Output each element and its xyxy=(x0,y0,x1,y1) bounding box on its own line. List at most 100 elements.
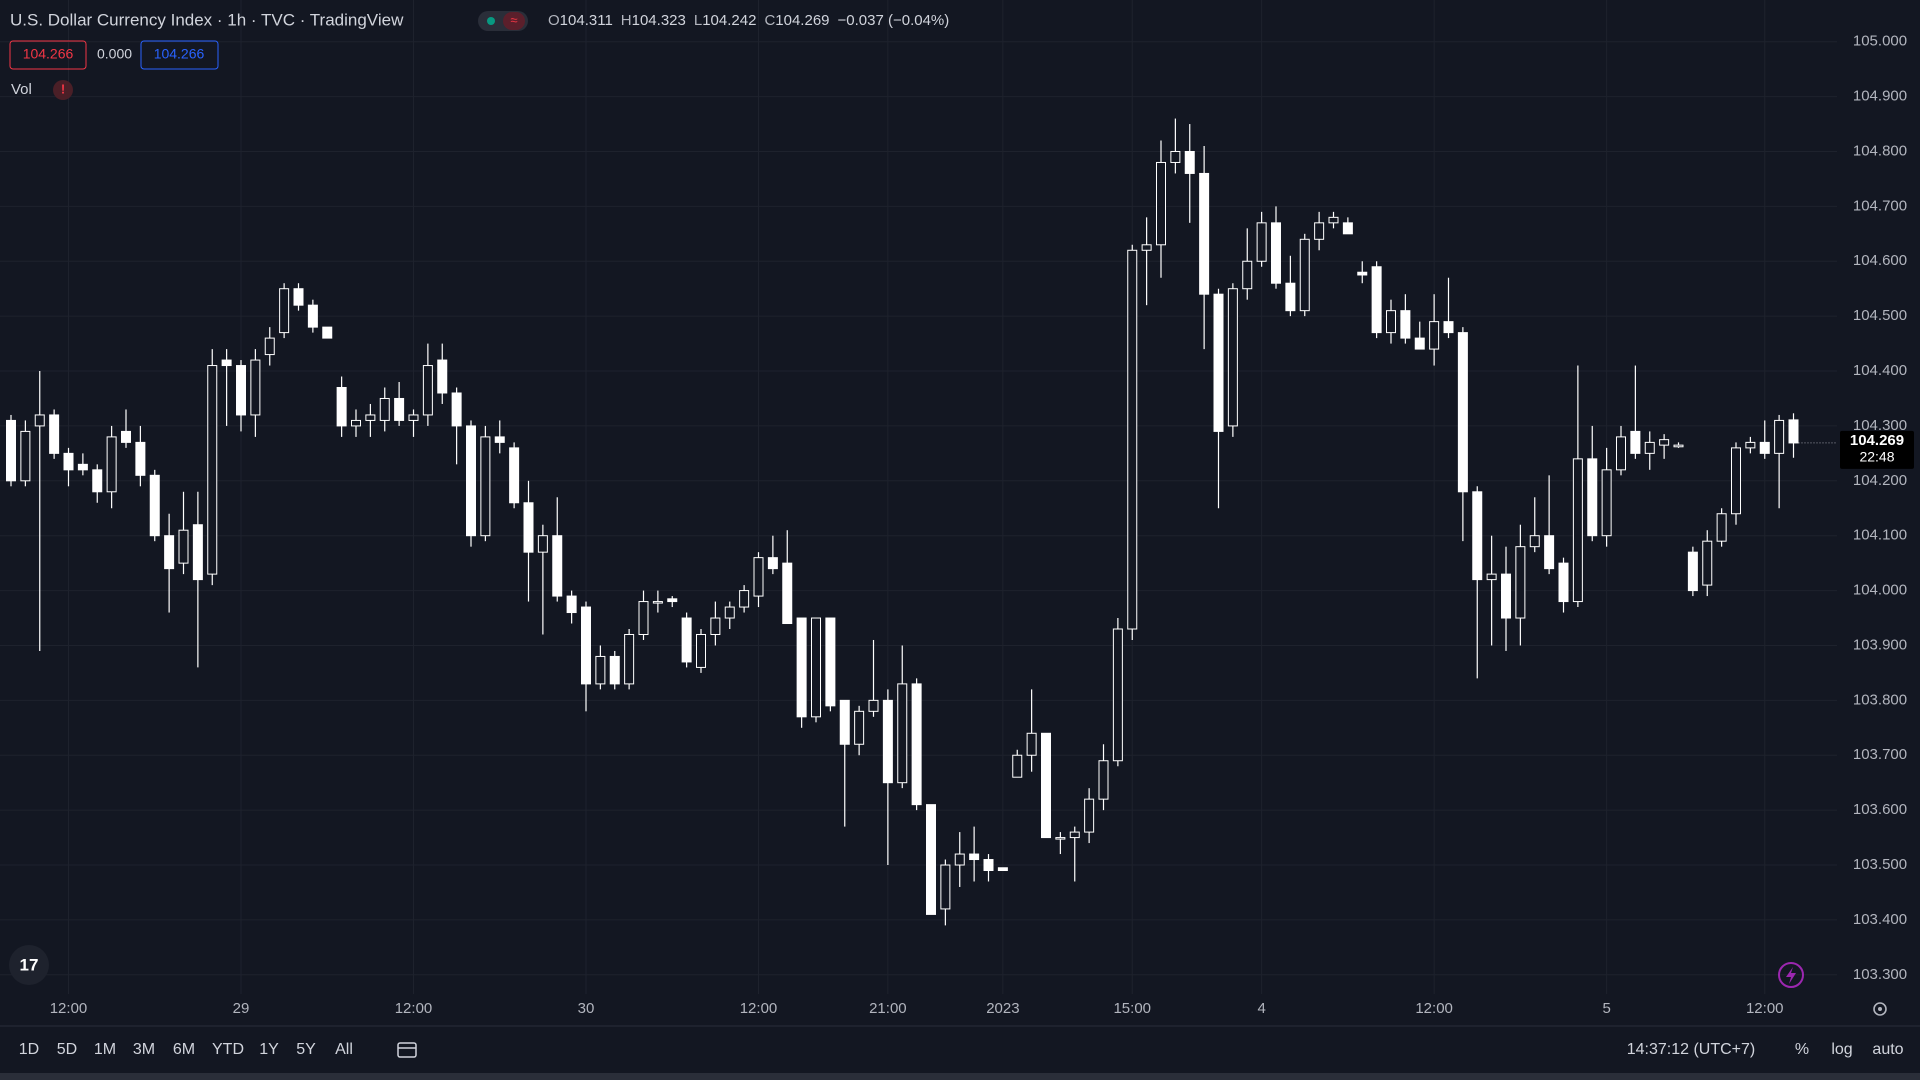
candle-body xyxy=(696,633,706,668)
candle-body xyxy=(1716,513,1727,542)
candle-body xyxy=(77,463,88,471)
candle-body xyxy=(394,397,405,421)
candle-body xyxy=(724,606,735,619)
candle-body xyxy=(581,606,591,685)
candle-body xyxy=(106,436,117,493)
volume-label: Vol xyxy=(11,81,32,98)
candle-body xyxy=(293,288,304,306)
y-tick-label: 103.900 xyxy=(1853,636,1907,653)
x-tick-label: 12:00 xyxy=(740,1000,778,1017)
candle-body xyxy=(1285,282,1296,312)
range-button[interactable]: 6M xyxy=(173,1041,195,1058)
candle-body xyxy=(1414,337,1425,350)
range-button[interactable]: 5D xyxy=(57,1041,77,1058)
scale-option[interactable]: log xyxy=(1831,1041,1852,1058)
scale-option[interactable]: auto xyxy=(1872,1041,1903,1058)
candle-body xyxy=(983,859,994,872)
x-tick-label: 2023 xyxy=(986,1000,1019,1017)
candle-body xyxy=(1084,798,1095,833)
candles xyxy=(6,118,1799,926)
candle-body xyxy=(1041,732,1051,839)
candle-body xyxy=(1400,310,1411,339)
candle-body xyxy=(221,359,232,367)
candle-body xyxy=(379,397,390,421)
range-button[interactable]: YTD xyxy=(212,1041,244,1058)
settings-icon[interactable] xyxy=(1873,1002,1887,1016)
candle-body xyxy=(1529,535,1540,548)
candle-body xyxy=(954,853,965,866)
candle-body xyxy=(250,359,261,416)
candle-body xyxy=(322,326,333,339)
y-tick-label: 103.400 xyxy=(1853,911,1907,928)
volume-warning[interactable]: ! xyxy=(53,80,73,100)
candle-body xyxy=(1774,419,1785,454)
candle-body xyxy=(1314,222,1325,240)
candle-body xyxy=(926,804,936,915)
candle-body xyxy=(1127,249,1138,630)
candle-body xyxy=(1443,321,1454,334)
candle-body xyxy=(767,557,778,570)
candle-body xyxy=(940,864,951,910)
bottom-strip xyxy=(0,1073,1920,1080)
lightning-icon[interactable] xyxy=(1778,962,1804,988)
y-tick-label: 104.100 xyxy=(1853,527,1907,544)
candle-body xyxy=(1601,469,1612,537)
candle-body xyxy=(1587,458,1598,537)
candle-body xyxy=(825,617,836,707)
y-tick-label: 104.500 xyxy=(1853,307,1907,324)
symbol-title: U.S. Dollar Currency Index · 1h · TVC · … xyxy=(10,10,404,29)
candle-body xyxy=(1457,332,1468,493)
range-button[interactable]: 1Y xyxy=(259,1041,279,1058)
candle-body xyxy=(1558,562,1569,603)
candle-body xyxy=(466,425,476,537)
candle-body xyxy=(1659,439,1670,446)
candle-body xyxy=(782,562,793,625)
candle-body xyxy=(652,601,663,604)
candle-body xyxy=(710,617,721,635)
y-tick-label: 104.300 xyxy=(1853,417,1907,434)
x-tick-label: 5 xyxy=(1602,1000,1610,1017)
range-button[interactable]: 1D xyxy=(19,1041,39,1058)
candle-body xyxy=(451,392,462,427)
range-button[interactable]: 5Y xyxy=(296,1041,316,1058)
x-tick-label: 12:00 xyxy=(50,1000,88,1017)
candle-body xyxy=(1026,732,1037,756)
candle-body xyxy=(34,414,45,427)
candle-body xyxy=(408,414,419,421)
status-badge: ≈ xyxy=(478,11,528,31)
range-button[interactable]: All xyxy=(335,1041,353,1058)
candle-body xyxy=(854,710,865,745)
candle-body xyxy=(279,288,290,334)
candle-body xyxy=(609,655,620,685)
axes: 105.000 104.900 104.800 104.700 104.600 104.5… xyxy=(50,33,1914,1017)
candle-body xyxy=(1141,244,1152,251)
ohlc-value: 104.269 xyxy=(775,12,829,29)
candle-body xyxy=(1156,161,1166,246)
svg-text:≈: ≈ xyxy=(510,12,517,27)
tradingview-logo[interactable]: 17 xyxy=(9,945,49,985)
candle-body xyxy=(1616,436,1626,471)
x-tick-label: 12:00 xyxy=(1415,1000,1453,1017)
ohlc-value: 104.242 xyxy=(702,12,756,29)
x-tick-label: 21:00 xyxy=(869,1000,907,1017)
candle-body xyxy=(307,304,318,328)
clock[interactable]: 14:37:12 (UTC+7) xyxy=(1627,1041,1756,1058)
candle-body xyxy=(911,683,922,806)
candle-body xyxy=(207,365,218,575)
candle-body xyxy=(1630,430,1641,454)
candle-body xyxy=(595,655,606,685)
range-button[interactable]: 3M xyxy=(133,1041,155,1058)
ohlc-legend: O104.311 H104.323 L104.242 C104.269 −0.037 (… xyxy=(548,12,949,29)
x-tick-label: 4 xyxy=(1257,1000,1265,1017)
candle-body xyxy=(1687,551,1698,592)
candle-body xyxy=(1572,458,1583,603)
countdown: 22:48 xyxy=(1859,449,1894,465)
range-button[interactable]: 1M xyxy=(94,1041,116,1058)
candle-body xyxy=(49,414,60,454)
candle-body xyxy=(336,387,347,427)
goto-date-icon[interactable] xyxy=(397,1042,417,1058)
price-tag: 104.269 xyxy=(1850,432,1904,449)
scale-option[interactable]: % xyxy=(1795,1041,1809,1058)
ohlc-value: 104.323 xyxy=(632,12,686,29)
